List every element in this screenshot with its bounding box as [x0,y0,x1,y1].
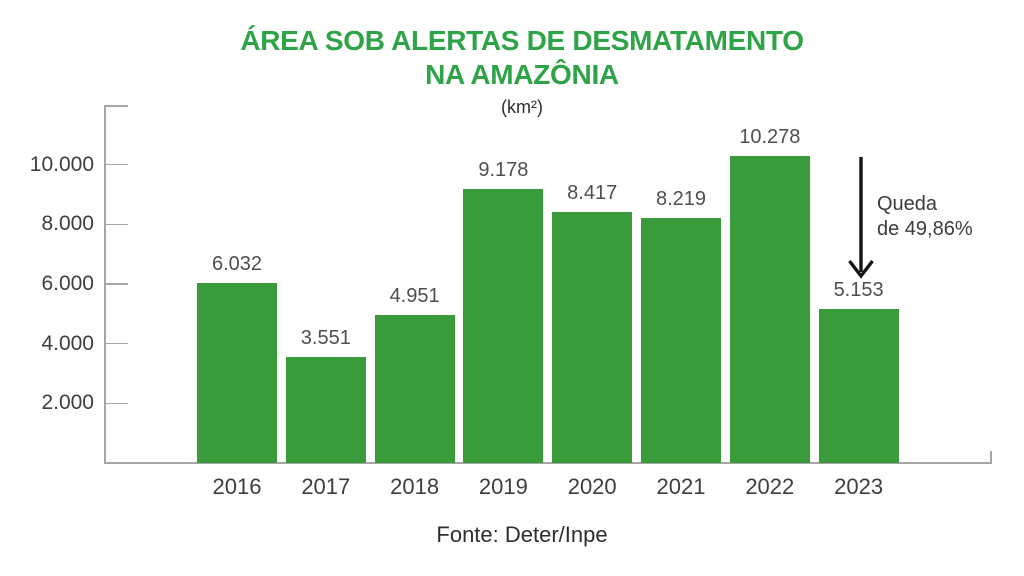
y-axis-tick [104,223,128,226]
decrease-annotation: Queda de 49,86% [877,192,973,242]
y-axis-tick-label: 10.000 [29,152,94,176]
bar-2018 [374,315,455,463]
chart-unit-label: (km²) [501,97,543,117]
bar-2020 [552,211,633,463]
x-axis-line [104,462,992,464]
x-axis-label: 2018 [390,474,440,499]
decrease-annotation-line-1: Queda [877,193,938,215]
y-axis-tick [104,342,128,345]
y-axis-tick-label: 2.000 [41,391,94,415]
y-axis-tick [104,402,128,405]
bar-2017 [285,357,366,463]
bar-value-label: 6.032 [211,253,263,276]
bar-value-label: 8.417 [567,181,618,204]
bar-2022 [729,156,810,463]
x-axis-label: 2017 [301,474,351,499]
bar-value-label: 4.951 [389,285,440,308]
bar-value-label: 9.178 [478,159,529,182]
y-axis-tick-label: 6.000 [41,272,94,295]
bar-2019 [463,189,544,463]
bar-value-label: 8.219 [655,187,707,210]
bar-2023 [818,309,899,463]
x-axis-label: 2021 [656,474,706,499]
bar-value-label: 5.153 [833,279,884,302]
y-axis-tick-label: 4.000 [41,331,94,355]
y-axis-tick [104,283,128,285]
x-axis-label: 2022 [745,474,795,499]
x-axis-label: 2023 [834,474,884,499]
bar-value-label: 10.278 [739,126,801,149]
source-caption: Fonte: Deter/Inpe [436,522,608,547]
bar-value-label: 3.551 [300,327,351,350]
decrease-annotation-line-2: de 49,86% [877,218,973,240]
y-axis-top-tick [104,105,128,107]
chart-title-line-2: NA AMAZÔNIA [425,59,619,90]
chart-title: ÁREA SOB ALERTAS DE DESMATAMENTO NA AMAZ… [20,24,1024,92]
bar-2016 [197,283,277,463]
bar-2021 [641,217,721,463]
y-axis-tick-label: 8.000 [41,212,94,236]
x-axis-label: 2016 [212,474,262,499]
x-axis-label: 2019 [478,474,528,499]
y-axis-tick [104,163,128,166]
x-axis-label: 2020 [567,474,617,499]
x-axis-end-tick [990,451,992,463]
chart-title-line-1: ÁREA SOB ALERTAS DE DESMATAMENTO [240,25,804,56]
